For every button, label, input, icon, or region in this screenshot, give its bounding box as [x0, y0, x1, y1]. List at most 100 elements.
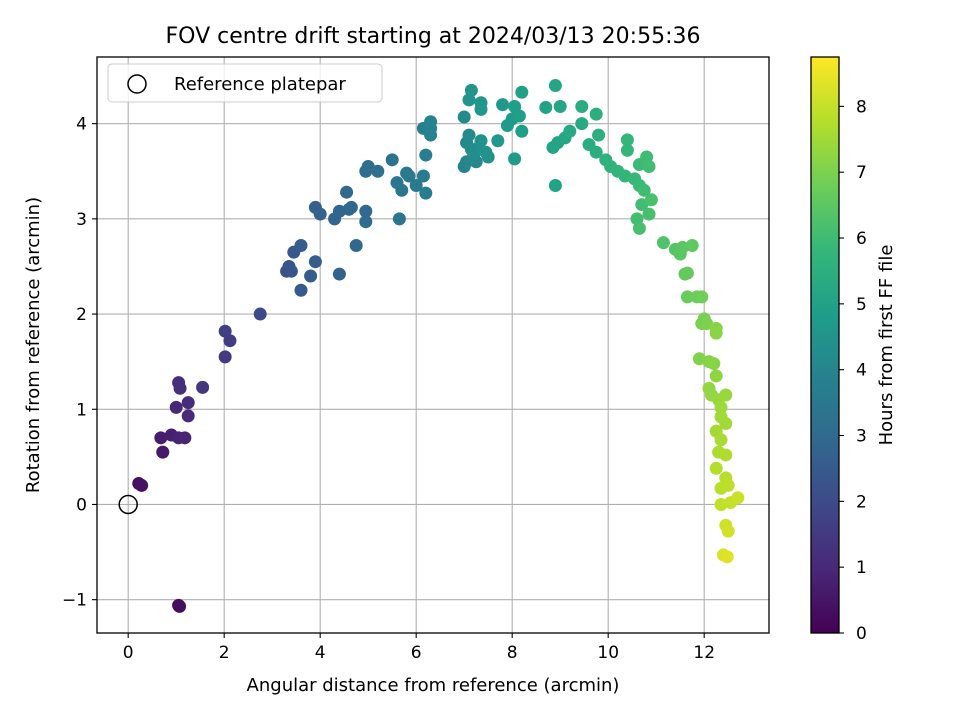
data-point [359, 215, 373, 229]
x-tick-label: 12 [693, 643, 715, 663]
x-tick-label: 6 [411, 643, 422, 663]
colorbar-tick-label: 7 [856, 163, 867, 183]
data-point [294, 283, 308, 297]
data-point [719, 448, 733, 462]
data-point [392, 212, 406, 226]
data-point [644, 193, 658, 207]
y-tick-label: 4 [76, 115, 87, 135]
data-point [196, 380, 210, 394]
reference-platepar-marker [118, 494, 138, 515]
data-point [548, 79, 562, 93]
data-point [589, 145, 603, 159]
colorbar-ticks: 0 1 2 3 4 5 6 7 8 [839, 97, 867, 644]
data-point [424, 115, 438, 129]
data-point [135, 478, 149, 492]
data-point [294, 239, 308, 253]
data-point [642, 159, 656, 173]
colorbar-tick-label: 5 [856, 295, 867, 315]
data-point [620, 133, 634, 147]
data-point [719, 388, 733, 402]
data-point [218, 350, 232, 364]
y-axis-ticks: −1 0 1 2 3 4 [62, 115, 97, 611]
data-point [419, 186, 433, 200]
data-point [721, 478, 735, 492]
data-point [308, 255, 322, 269]
y-tick-label: 2 [76, 305, 87, 325]
x-tick-label: 8 [507, 643, 518, 663]
data-point [474, 102, 488, 116]
colorbar-label: Hours from first FF file [876, 245, 897, 446]
data-point [707, 357, 721, 371]
data-point [575, 117, 589, 131]
data-point [700, 317, 714, 331]
data-point [424, 128, 438, 142]
data-point [515, 124, 529, 138]
data-point [553, 100, 567, 114]
grid [97, 57, 769, 633]
data-point [515, 85, 529, 99]
data-point [709, 461, 723, 475]
data-point [656, 236, 670, 250]
legend-entry-reference-platepar: Reference platepar [174, 74, 346, 95]
data-point [173, 381, 187, 395]
data-point [721, 524, 735, 538]
data-point [416, 169, 430, 183]
data-point [462, 128, 476, 142]
data-point [714, 433, 728, 447]
data-point [419, 148, 433, 162]
data-point [637, 183, 651, 197]
legend-box [107, 63, 383, 103]
data-point [592, 128, 606, 142]
data-point [457, 110, 471, 124]
data-point [709, 326, 723, 340]
x-tick-label: 2 [219, 643, 230, 663]
colorbar-strip [811, 57, 839, 633]
data-point [496, 98, 510, 112]
y-tick-label: 0 [76, 495, 87, 515]
y-tick-label: 1 [76, 400, 87, 420]
colorbar-tick-label: 3 [856, 427, 867, 447]
data-point [563, 124, 577, 138]
data-point [156, 445, 170, 459]
data-point [491, 134, 505, 148]
colorbar-tick-label: 2 [856, 492, 867, 512]
data-point [402, 169, 416, 183]
legend-hollow-circle-icon [127, 74, 147, 94]
data-point [642, 207, 656, 221]
data-point [481, 150, 495, 164]
data-point [695, 290, 709, 304]
colorbar-tick-label: 4 [856, 361, 867, 381]
colorbar-tick-label: 6 [856, 229, 867, 249]
data-point [589, 107, 603, 121]
data-point [284, 264, 298, 278]
data-point [714, 400, 728, 414]
data-point [512, 109, 526, 123]
data-point [464, 83, 478, 97]
data-point [169, 400, 183, 414]
data-point [409, 179, 423, 193]
data-point [178, 431, 192, 445]
plot-frame [96, 56, 770, 634]
x-tick-label: 0 [123, 643, 134, 663]
data-point [395, 183, 409, 197]
data-point [635, 198, 649, 212]
data-point [508, 152, 522, 166]
data-point [181, 396, 195, 410]
data-point [253, 307, 267, 321]
data-point [340, 185, 354, 199]
data-point [332, 267, 346, 281]
legend: Reference platepar [107, 63, 383, 103]
data-point [720, 550, 734, 564]
y-axis-label: Rotation from reference (arcmin) [23, 197, 44, 493]
x-axis-ticks: 0 2 4 6 8 10 12 [123, 633, 715, 663]
data-point [685, 239, 699, 253]
data-point [719, 417, 733, 431]
colorbar: 0 1 2 3 4 5 6 7 8 Hours from first FF file [810, 56, 897, 644]
data-point [620, 143, 634, 157]
data-point [344, 200, 358, 214]
data-point [173, 599, 187, 613]
data-point [361, 159, 375, 173]
data-point [349, 239, 363, 253]
data-point [575, 100, 589, 114]
